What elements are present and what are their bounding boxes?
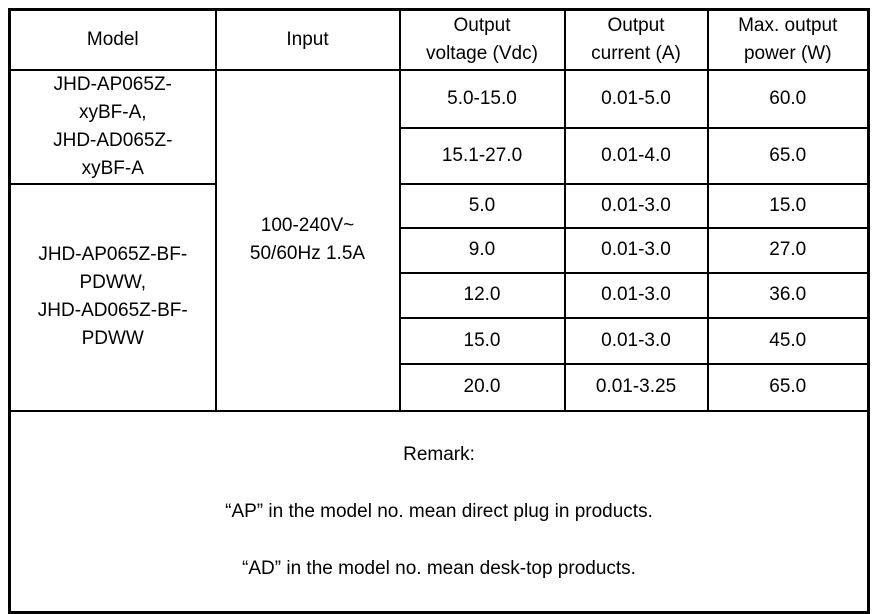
output-current-cell: 0.01-3.25 — [563, 362, 709, 412]
power-supply-spec-table: Model Input Output voltage (Vdc) Output … — [8, 8, 870, 614]
table-row: 12.0 0.01-3.0 36.0 — [10, 271, 870, 319]
remark-cell: Remark: “AP” in the model no. mean direc… — [8, 409, 870, 613]
max-power-cell: 65.0 — [706, 362, 870, 412]
output-current-cell: 0.01-3.0 — [563, 316, 709, 365]
table-row: JHD-AP065Z- xyBF-A, JHD-AD065Z- xyBF-A 1… — [8, 68, 870, 412]
output-voltage-cell: 15.1-27.0 — [398, 126, 566, 185]
max-power-cell: 65.0 — [706, 126, 870, 185]
output-voltage-cell: 9.0 — [398, 226, 566, 274]
max-power-cell: 27.0 — [706, 226, 870, 274]
output-current-cell: 0.01-5.0 — [563, 68, 709, 129]
header-cell-output-voltage: Output voltage (Vdc) — [398, 8, 566, 71]
max-power-cell: 45.0 — [706, 316, 870, 365]
output-voltage-cell: 12.0 — [398, 271, 566, 319]
max-power-cell: 60.0 — [706, 68, 870, 129]
model-group-cell: JHD-AP065Z- xyBF-A, JHD-AD065Z- xyBF-A — [8, 68, 217, 185]
output-voltage-cell: 5.0 — [398, 182, 566, 229]
output-voltage-cell: 20.0 — [398, 362, 566, 412]
output-voltage-cell: 15.0 — [398, 316, 566, 365]
input-spec-cell: 100-240V~ 50/60Hz 1.5A — [214, 68, 401, 412]
table-row: JHD-AP065Z-BF- PDWW, JHD-AD065Z-BF- PDWW… — [8, 182, 870, 412]
table-row: 15.0 0.01-3.0 45.0 — [10, 316, 870, 365]
max-power-cell: 36.0 — [706, 271, 870, 319]
table-row: 9.0 0.01-3.0 27.0 — [10, 226, 870, 274]
header-cell-input: Input — [214, 8, 401, 71]
remark-line: “AD” in the model no. mean desk-top prod… — [242, 557, 636, 579]
output-voltage-cell: 5.0-15.0 — [398, 68, 566, 129]
header-cell-output-current: Output current (A) — [563, 8, 709, 71]
table-row: 20.0 0.01-3.25 65.0 — [10, 362, 870, 412]
header-cell-max-power: Max. output power (W) — [706, 8, 870, 71]
header-cell-model: Model — [8, 8, 217, 71]
remark-line: “AP” in the model no. mean direct plug i… — [225, 500, 653, 522]
output-current-cell: 0.01-3.0 — [563, 182, 709, 229]
output-current-cell: 0.01-4.0 — [563, 126, 709, 185]
max-power-cell: 15.0 — [706, 182, 870, 229]
output-current-cell: 0.01-3.0 — [563, 226, 709, 274]
model-group-cell: JHD-AP065Z-BF- PDWW, JHD-AD065Z-BF- PDWW — [8, 182, 217, 412]
remark-row: Remark: “AP” in the model no. mean direc… — [8, 409, 870, 613]
remark-title: Remark: — [403, 443, 475, 465]
header-row: Model Input Output voltage (Vdc) Output … — [8, 8, 870, 71]
table-row: 15.1-27.0 0.01-4.0 65.0 — [10, 126, 870, 185]
output-current-cell: 0.01-3.0 — [563, 271, 709, 319]
